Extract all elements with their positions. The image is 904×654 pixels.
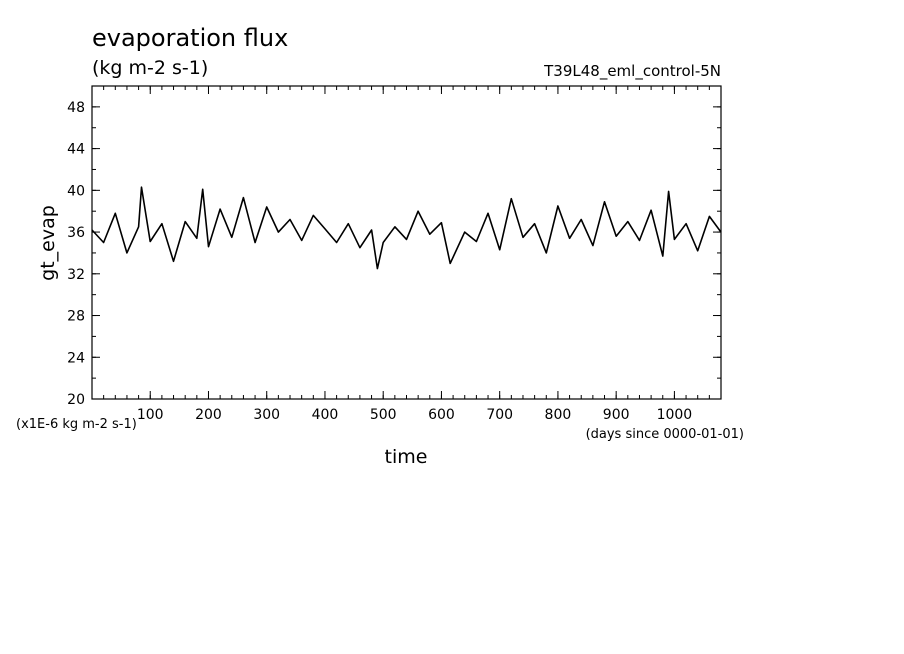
x-tick-label: 600 [428,407,455,423]
chart-subtitle: (kg m-2 s-1) [92,57,208,79]
x-tick-label: 1000 [657,407,693,423]
x-tick-label: 700 [486,407,513,423]
x-tick-label: 400 [312,407,339,423]
y-tick-label: 48 [67,100,85,116]
axis-ticks [91,85,722,400]
y-axis-title: gt_evap [37,205,59,281]
x-tick-label: 300 [253,407,280,423]
x-tick-label: 900 [603,407,630,423]
series-line [91,186,722,270]
y-tick-label: 28 [67,309,85,325]
plot-frame [91,85,722,400]
x-tick-label: 200 [195,407,222,423]
x-tick-label: 500 [370,407,397,423]
axis-tick-labels: 100 200 300 400 500 600 700 800 900 1000 20 24 28 32 3… [67,100,692,423]
y-tick-label: 24 [67,350,85,366]
y-tick-label: 36 [67,225,85,241]
x-axis-title: time [385,446,428,468]
y-units-label: (x1E-6 kg m-2 s-1) [16,417,137,432]
y-tick-label: 40 [67,183,85,199]
series-layer [91,186,722,270]
y-tick-label: 32 [67,267,85,283]
x-tick-label: 100 [137,407,164,423]
run-label: T39L48_eml_control-5N [543,62,721,81]
x-tick-label: 800 [545,407,572,423]
x-units-label: (days since 0000-01-01) [586,427,744,442]
chart-title: evaporation flux [92,24,288,52]
y-tick-label: 44 [67,142,85,158]
y-tick-label: 20 [67,392,85,408]
